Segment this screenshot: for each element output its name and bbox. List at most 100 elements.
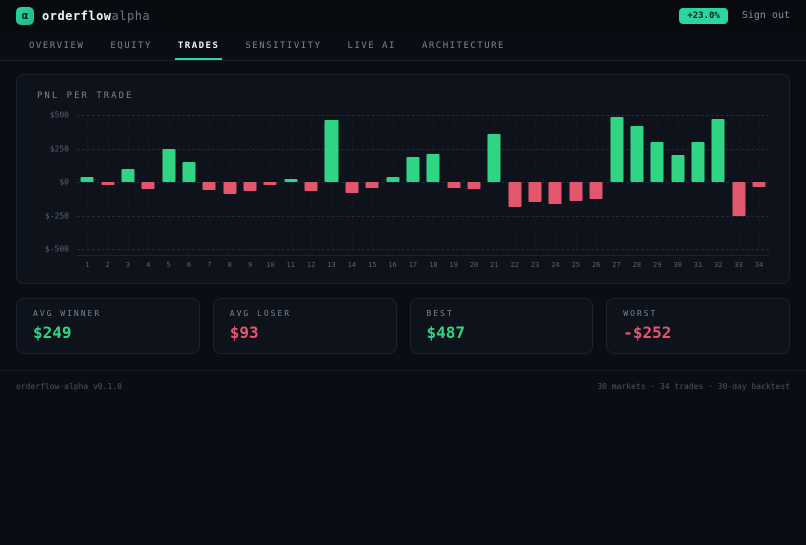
bar-slot	[443, 115, 463, 249]
bar-slot	[729, 115, 749, 249]
bar-slot	[179, 115, 199, 249]
bar-slot	[505, 115, 525, 249]
pnl-bar[interactable]	[223, 182, 237, 195]
bar-slot	[749, 115, 769, 249]
pnl-bar[interactable]	[630, 125, 644, 182]
pnl-bar[interactable]	[202, 182, 216, 191]
bar-slot	[158, 115, 178, 249]
bar-slot	[342, 115, 362, 249]
stats-row: AVG WINNER $249 AVG LOSER $93 BEST $487 WORST -…	[16, 298, 790, 354]
pnl-bar[interactable]	[162, 149, 176, 182]
x-tick-label: 10	[266, 261, 275, 269]
vertical-gridline	[616, 115, 618, 249]
pnl-bar[interactable]	[426, 153, 440, 182]
pnl-bar[interactable]	[386, 176, 400, 182]
pnl-bar[interactable]	[650, 141, 664, 182]
stat-card-best: BEST $487	[409, 298, 594, 354]
pnl-bar[interactable]	[263, 182, 277, 186]
bar-slot	[199, 115, 219, 249]
pnl-bar[interactable]	[121, 168, 135, 182]
tab-equity[interactable]: EQUITY	[110, 40, 152, 51]
pnl-bar[interactable]	[508, 182, 522, 207]
bar-slot	[138, 115, 158, 249]
tab-trades[interactable]: TRADES	[165, 31, 233, 60]
pnl-bar[interactable]	[691, 141, 705, 182]
pnl-bar[interactable]	[671, 155, 685, 182]
pnl-bar[interactable]	[345, 182, 359, 193]
pnl-bar[interactable]	[365, 182, 379, 189]
stat-label: AVG WINNER	[33, 309, 102, 318]
chart-title: PNL PER TRADE	[37, 91, 134, 101]
vertical-gridline	[636, 115, 638, 249]
tab-sensitivity[interactable]: SENSITIVITY	[245, 40, 322, 51]
pnl-bar[interactable]	[406, 157, 420, 182]
pnl-bar[interactable]	[569, 182, 583, 201]
gridline	[77, 148, 769, 150]
pnl-bar[interactable]	[752, 182, 766, 187]
vertical-gridline	[657, 115, 659, 249]
pnl-bar[interactable]	[80, 176, 94, 182]
vertical-gridline	[677, 115, 679, 249]
footer-summary: 30 markets · 34 trades · 30-day backtest	[597, 382, 790, 391]
bar-slot	[321, 115, 341, 249]
bar-slot	[667, 115, 687, 249]
x-tick-label: 31	[693, 261, 703, 269]
stat-value: $249	[33, 323, 72, 342]
bar-slot	[708, 115, 728, 249]
pnl-bar[interactable]	[548, 182, 562, 205]
x-tick-label: 6	[186, 261, 192, 269]
pnl-bar[interactable]	[284, 178, 298, 182]
bar-slot	[220, 115, 240, 249]
x-tick-label: 19	[449, 261, 458, 269]
y-tick-label: $250	[49, 144, 69, 153]
brand-name-bold: orderflow	[42, 8, 112, 23]
y-tick-label: $-500	[44, 244, 69, 254]
x-tick-label: 32	[714, 261, 723, 269]
footer: orderflow-alpha v0.1.0 30 markets · 34 t…	[0, 370, 806, 402]
pnl-bar[interactable]	[711, 119, 725, 182]
x-tick-label: 17	[408, 261, 418, 269]
bar-slot	[606, 115, 626, 249]
pnl-bar[interactable]	[304, 182, 318, 192]
bar-slot	[545, 115, 565, 249]
bar-slot	[281, 115, 301, 249]
pnl-bar[interactable]	[528, 182, 542, 203]
vertical-gridline	[331, 115, 333, 249]
pnl-bar[interactable]	[324, 120, 338, 182]
x-tick-label: 33	[734, 261, 743, 269]
x-tick-label: 21	[490, 261, 499, 269]
x-tick-label: 24	[551, 261, 560, 269]
y-tick-label: $500	[49, 110, 69, 120]
bar-slot	[260, 115, 280, 249]
x-tick-label: 25	[571, 261, 581, 269]
sign-out-button[interactable]: Sign out	[741, 10, 790, 21]
pnl-bar[interactable]	[141, 182, 155, 190]
pnl-bar[interactable]	[589, 182, 603, 199]
vertical-gridline	[494, 115, 496, 249]
bar-slot	[97, 115, 117, 249]
bar-slot	[362, 115, 382, 249]
pnl-bar[interactable]	[182, 161, 196, 182]
pnl-bar[interactable]	[447, 182, 461, 189]
x-tick-label: 16	[388, 261, 397, 269]
brand-name-light: alpha	[111, 8, 151, 23]
tab-live-ai[interactable]: LIVE AI	[347, 40, 396, 51]
x-tick-label: 23	[530, 261, 540, 269]
vertical-gridline	[697, 115, 699, 249]
pnl-bar[interactable]	[467, 182, 481, 190]
pnl-bar[interactable]	[101, 182, 115, 186]
pnl-bar[interactable]	[610, 116, 624, 182]
x-tick-label: 8	[227, 261, 232, 269]
vertical-gridline	[718, 115, 720, 249]
pnl-bar[interactable]	[732, 182, 746, 216]
nav-tabs: OVERVIEW EQUITY TRADES SENSITIVITY LIVE AI AR…	[0, 31, 806, 61]
bar-slot	[688, 115, 708, 249]
pnl-bar[interactable]	[243, 182, 257, 192]
top-bar: α orderflowalpha +23.0% Sign out	[0, 0, 806, 31]
pnl-bar[interactable]	[487, 133, 501, 182]
x-tick-label: 3	[125, 261, 130, 269]
vertical-gridline	[127, 115, 129, 249]
tab-architecture[interactable]: ARCHITECTURE	[421, 40, 505, 51]
tab-overview[interactable]: OVERVIEW	[29, 40, 85, 51]
x-tick-label: 20	[469, 261, 479, 269]
